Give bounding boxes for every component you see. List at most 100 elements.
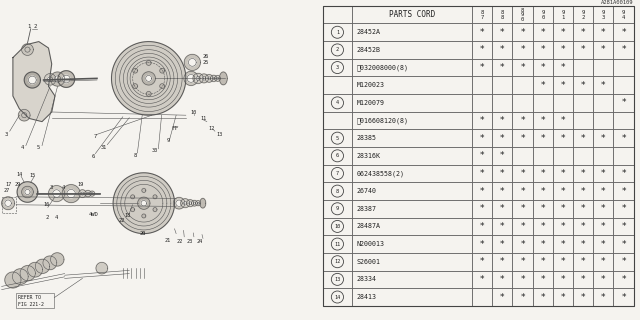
Text: 28316K: 28316K — [356, 153, 380, 159]
Bar — [593, 76, 613, 94]
Bar — [593, 112, 613, 129]
Text: 4: 4 — [336, 100, 339, 105]
Bar — [15, 293, 54, 308]
Bar — [553, 164, 573, 182]
Polygon shape — [138, 197, 150, 209]
Text: *: * — [480, 187, 484, 196]
Text: *: * — [520, 63, 525, 72]
Text: 28487A: 28487A — [356, 223, 380, 229]
Polygon shape — [96, 262, 108, 274]
Polygon shape — [142, 188, 146, 192]
Text: *: * — [621, 257, 626, 266]
Text: *: * — [581, 134, 586, 143]
Bar — [573, 76, 593, 94]
Polygon shape — [141, 200, 147, 206]
Polygon shape — [173, 197, 185, 209]
Bar — [492, 164, 513, 182]
Bar — [553, 41, 573, 59]
Text: 3: 3 — [336, 65, 339, 70]
Bar — [513, 164, 532, 182]
Bar — [492, 218, 513, 235]
Text: *: * — [500, 187, 504, 196]
Bar — [553, 59, 573, 76]
Text: *: * — [561, 63, 565, 72]
Text: *: * — [581, 257, 586, 266]
Text: *: * — [480, 222, 484, 231]
Polygon shape — [44, 74, 56, 85]
Bar — [472, 112, 492, 129]
Polygon shape — [191, 200, 197, 206]
Polygon shape — [160, 84, 164, 89]
Bar — [492, 76, 513, 94]
Text: *: * — [561, 169, 565, 178]
Text: *: * — [480, 240, 484, 249]
Text: 2: 2 — [45, 215, 49, 220]
Text: 20: 20 — [139, 231, 145, 236]
Text: 15: 15 — [29, 173, 35, 178]
Bar — [323, 147, 352, 164]
Text: *: * — [601, 45, 605, 54]
Bar — [352, 129, 472, 147]
Text: 9
2: 9 2 — [582, 10, 585, 20]
Text: *: * — [601, 28, 605, 37]
Text: 5: 5 — [37, 145, 40, 150]
Text: *: * — [621, 204, 626, 213]
Text: 22: 22 — [118, 218, 124, 223]
Text: *: * — [561, 257, 565, 266]
Bar — [532, 218, 553, 235]
Bar — [352, 41, 472, 59]
Text: 31: 31 — [100, 145, 106, 150]
Polygon shape — [5, 272, 21, 288]
Text: *: * — [601, 222, 605, 231]
Bar — [323, 253, 352, 270]
Polygon shape — [54, 76, 61, 82]
Bar — [472, 218, 492, 235]
Bar — [553, 182, 573, 200]
Bar — [472, 76, 492, 94]
Polygon shape — [153, 208, 157, 212]
Polygon shape — [147, 92, 151, 96]
Bar — [492, 6, 513, 23]
Polygon shape — [24, 72, 40, 88]
Polygon shape — [2, 197, 15, 210]
Polygon shape — [19, 109, 30, 121]
Polygon shape — [184, 54, 200, 70]
Text: *: * — [561, 292, 565, 301]
Polygon shape — [13, 42, 55, 122]
Polygon shape — [187, 200, 194, 207]
Text: *: * — [480, 275, 484, 284]
Bar — [613, 164, 634, 182]
Polygon shape — [131, 195, 134, 199]
Text: *: * — [581, 292, 586, 301]
Polygon shape — [22, 44, 33, 55]
Bar — [532, 270, 553, 288]
Polygon shape — [202, 76, 205, 80]
Text: *: * — [561, 275, 565, 284]
Text: A281A00109: A281A00109 — [601, 0, 634, 5]
Polygon shape — [90, 191, 95, 196]
Text: *: * — [561, 45, 565, 54]
Bar — [352, 6, 472, 23]
Polygon shape — [17, 182, 38, 202]
Text: 4: 4 — [55, 215, 58, 220]
Text: *: * — [561, 204, 565, 213]
Polygon shape — [212, 77, 215, 80]
Bar — [513, 94, 532, 112]
Text: *: * — [480, 204, 484, 213]
Polygon shape — [184, 201, 187, 205]
Text: *: * — [601, 292, 605, 301]
Bar — [323, 129, 352, 147]
Text: *: * — [520, 292, 525, 301]
Text: 24: 24 — [196, 239, 203, 244]
Polygon shape — [62, 185, 80, 203]
Text: 26740: 26740 — [356, 188, 376, 194]
Polygon shape — [193, 202, 196, 204]
Bar — [553, 200, 573, 218]
Bar — [323, 270, 352, 288]
Bar — [613, 253, 634, 270]
Polygon shape — [47, 77, 52, 82]
Text: *: * — [621, 222, 626, 231]
Bar — [553, 112, 573, 129]
Polygon shape — [84, 190, 91, 197]
Text: 16: 16 — [44, 202, 50, 207]
